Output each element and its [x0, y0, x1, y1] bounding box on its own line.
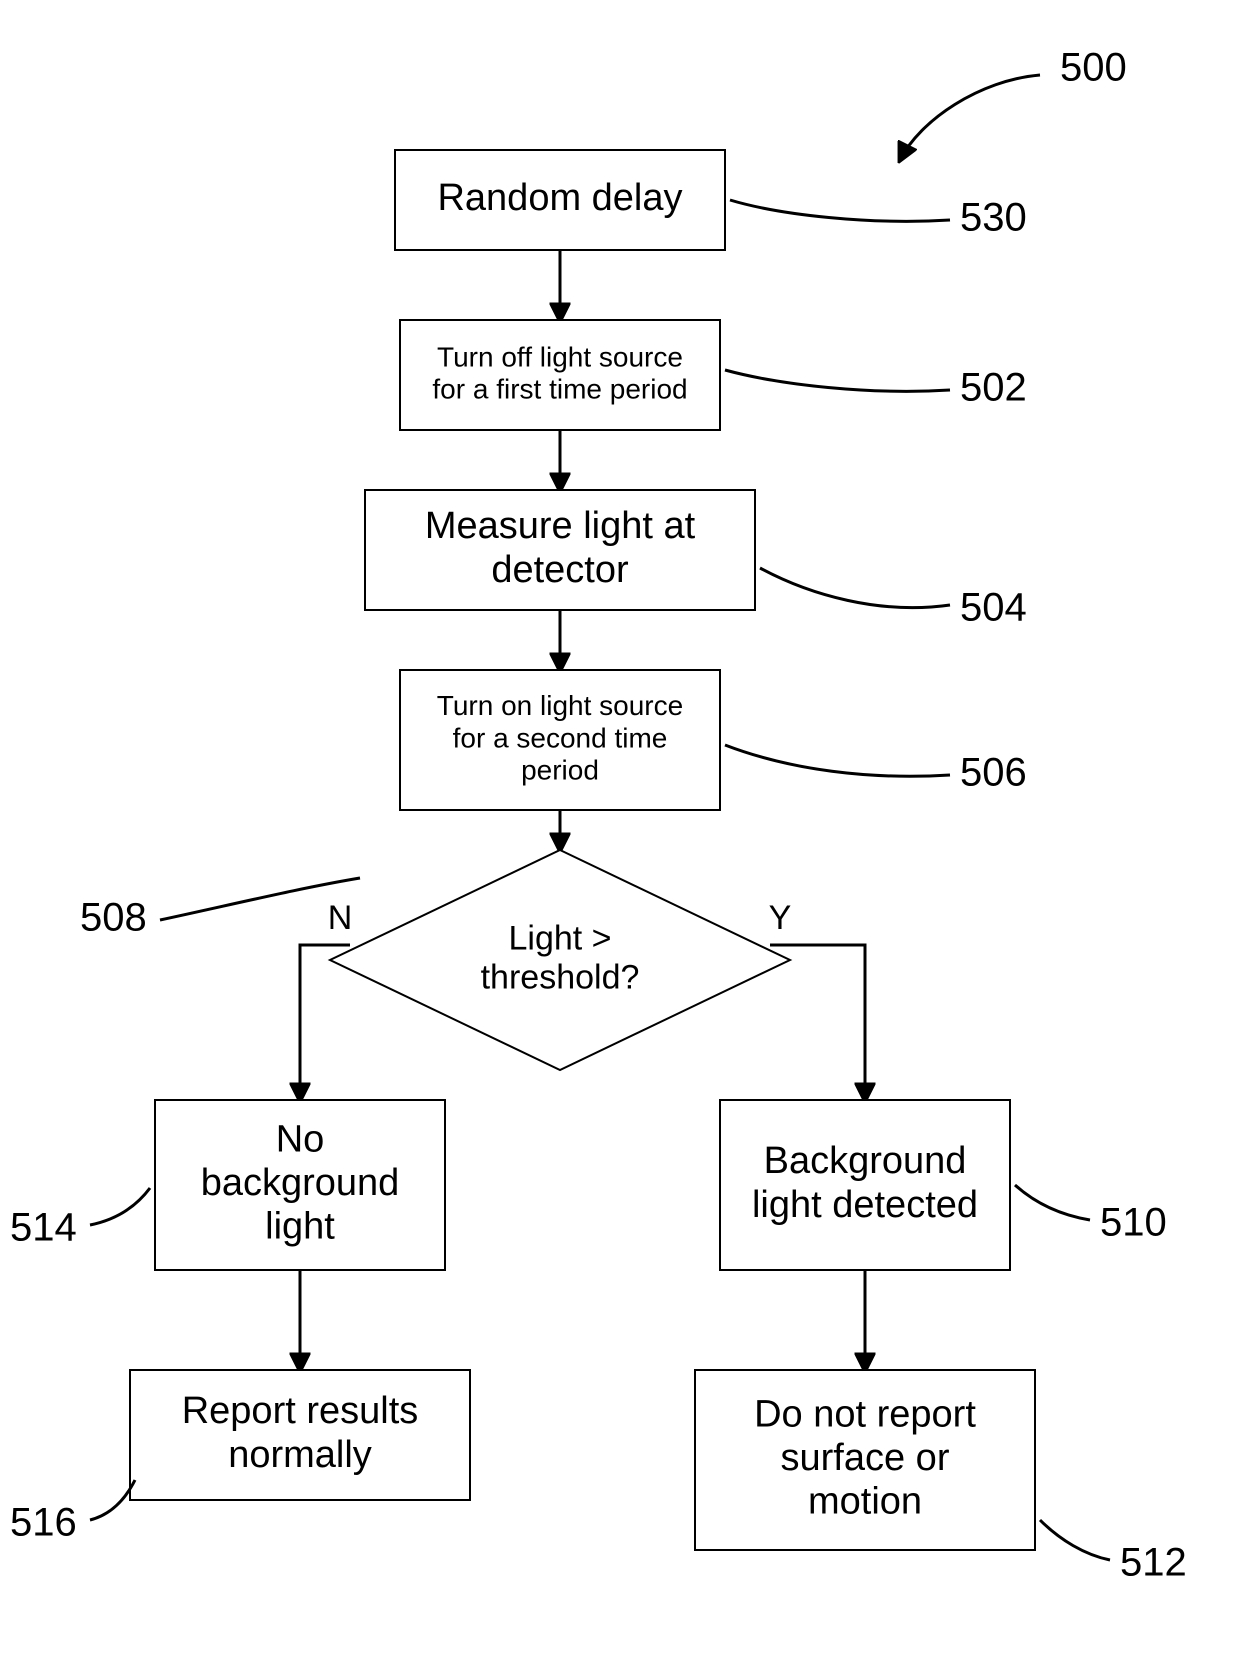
node-n530: Random delay — [395, 150, 725, 250]
ref-label-n514: 514 — [10, 1206, 77, 1250]
node-n514-line1: background — [201, 1162, 400, 1204]
node-n514: Nobackgroundlight — [155, 1100, 445, 1270]
node-n506-line1: for a second time — [453, 722, 668, 753]
node-n514-line2: light — [265, 1206, 335, 1248]
node-n516-line0: Report results — [182, 1390, 419, 1432]
node-n504: Measure light atdetector — [365, 490, 755, 610]
leader-n530 — [730, 200, 950, 221]
leader-figure — [900, 75, 1040, 160]
edge-n508-n510 — [770, 945, 865, 1100]
ref-label-n512: 512 — [1120, 1541, 1187, 1585]
node-n514-line0: No — [276, 1118, 325, 1160]
ref-label-n502: 502 — [960, 366, 1027, 410]
node-n504-line1: detector — [491, 549, 629, 591]
node-n530-line0: Random delay — [437, 177, 682, 219]
node-n502-line0: Turn off light source — [437, 341, 683, 372]
leader-n506 — [725, 745, 950, 776]
node-n508: Light >threshold? N Y — [328, 850, 792, 1070]
figure-ref-label: 500 — [1060, 46, 1127, 90]
ref-label-n504: 504 — [960, 586, 1027, 630]
node-n506-line2: period — [521, 755, 599, 786]
node-n512: Do not reportsurface ormotion — [695, 1370, 1035, 1550]
ref-label-n530: 530 — [960, 196, 1027, 240]
node-n516-line1: normally — [228, 1434, 372, 1476]
ref-label-n516: 516 — [10, 1501, 77, 1545]
node-n508-line1: threshold? — [481, 959, 640, 997]
leader-n510 — [1015, 1185, 1090, 1220]
node-n510-line1: light detected — [752, 1184, 978, 1226]
leader-n504 — [760, 568, 950, 608]
node-n506-line0: Turn on light source — [437, 690, 683, 721]
ref-label-n506: 506 — [960, 751, 1027, 795]
node-n512-line0: Do not report — [754, 1393, 976, 1435]
node-n508-line0: Light > — [508, 919, 611, 957]
node-n510: Backgroundlight detected — [720, 1100, 1010, 1270]
ref-label-n510: 510 — [1100, 1201, 1167, 1245]
leader-n512 — [1040, 1520, 1110, 1560]
ref-label-n508: 508 — [80, 896, 147, 940]
node-n504-line0: Measure light at — [425, 505, 696, 547]
flowchart-canvas: Random delay530Turn off light sourcefor … — [0, 0, 1240, 1664]
node-n502-line1: for a first time period — [432, 373, 687, 404]
leader-n514 — [90, 1188, 150, 1225]
node-n510-line0: Background — [764, 1140, 967, 1182]
branch-label-N: N — [328, 899, 353, 937]
node-n506: Turn on light sourcefor a second timeper… — [400, 670, 720, 810]
node-n502: Turn off light sourcefor a first time pe… — [400, 320, 720, 430]
leader-n516 — [90, 1480, 135, 1520]
branch-label-Y: Y — [769, 899, 792, 937]
leader-n502 — [725, 370, 950, 391]
node-n512-line2: motion — [808, 1481, 922, 1523]
node-n512-line1: surface or — [781, 1437, 950, 1479]
node-n516: Report resultsnormally — [130, 1370, 470, 1500]
edge-n508-n514 — [300, 945, 350, 1100]
